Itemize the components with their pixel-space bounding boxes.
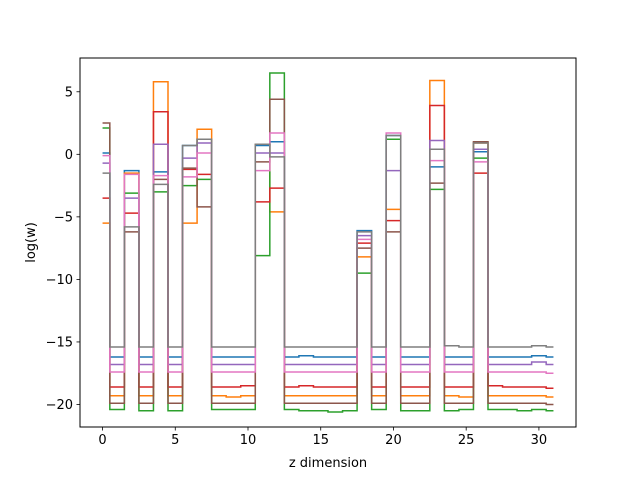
x-tick-label: 10 <box>240 433 257 448</box>
series-line-5 <box>102 139 554 366</box>
y-tick-label: −15 <box>46 335 73 350</box>
x-tick-label: 25 <box>458 433 475 448</box>
y-tick-label: −10 <box>46 273 73 288</box>
x-axis-ticks: 0 5 10 15 20 25 30 <box>98 427 547 448</box>
y-tick-label: 0 <box>65 148 73 163</box>
y-tick-label: 5 <box>65 85 73 100</box>
x-tick-label: 15 <box>312 433 329 448</box>
x-tick-label: 20 <box>385 433 402 448</box>
series-layer <box>102 72 554 413</box>
y-axis-label: log(w) <box>24 222 39 263</box>
y-tick-label: −20 <box>46 398 73 413</box>
x-tick-label: 30 <box>531 433 548 448</box>
y-tick-label: −5 <box>54 210 73 225</box>
x-tick-label: 5 <box>171 433 179 448</box>
x-axis-label: z dimension <box>289 456 367 471</box>
x-tick-label: 0 <box>98 433 106 448</box>
plot-area: 0 5 10 15 20 25 30 5 0 −5 −10 −15 −20 <box>46 57 577 448</box>
y-axis-ticks: 5 0 −5 −10 −15 −20 <box>46 85 80 413</box>
series-line-8 <box>102 134 554 348</box>
axes-frame <box>79 57 577 428</box>
